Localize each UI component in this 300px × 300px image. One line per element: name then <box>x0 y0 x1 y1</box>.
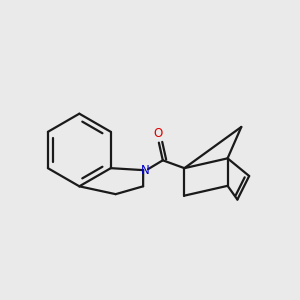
Text: O: O <box>153 127 163 140</box>
Text: N: N <box>141 164 149 177</box>
